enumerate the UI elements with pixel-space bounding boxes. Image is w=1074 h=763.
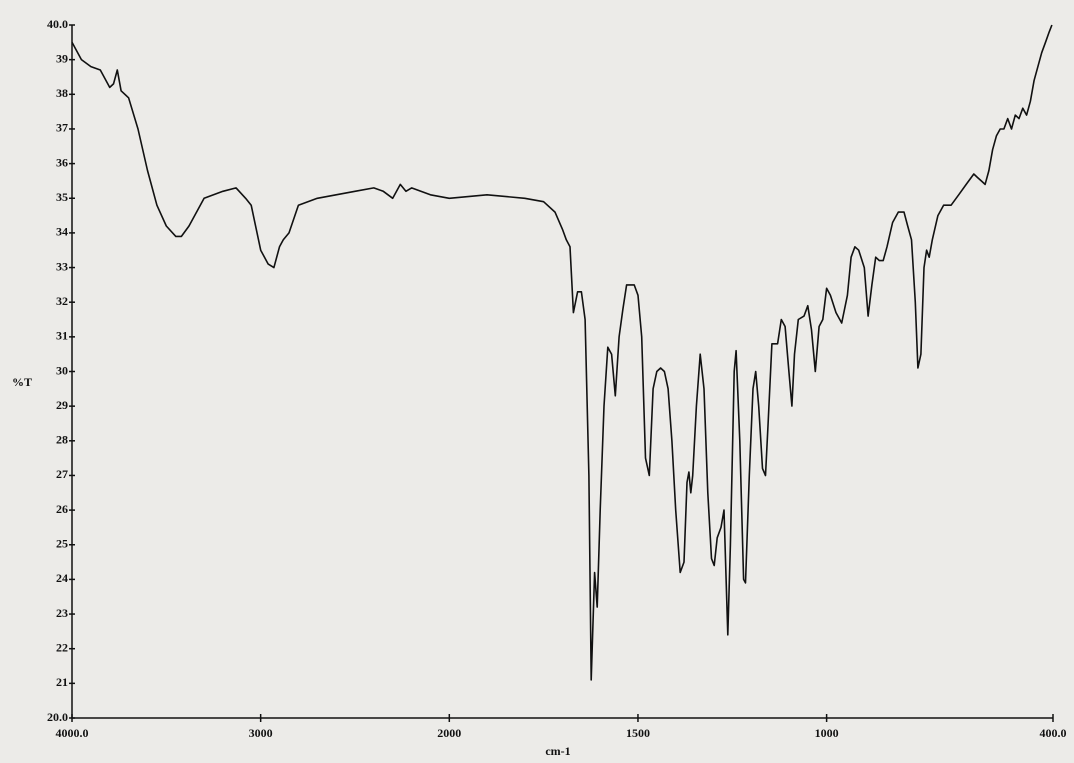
x-tick-label: 3000	[249, 726, 273, 740]
y-tick-label: 22	[56, 640, 68, 654]
y-tick-label: 38	[56, 86, 68, 100]
y-axis-label: %T	[12, 375, 32, 389]
y-tick-label: 24	[56, 571, 68, 585]
y-tick-label: 26	[56, 502, 68, 516]
y-tick-label: 25	[56, 537, 68, 551]
y-tick-label: 35	[56, 190, 68, 204]
y-tick-label: 29	[56, 398, 68, 412]
x-axis-label: cm-1	[545, 744, 570, 758]
x-tick-label: 4000.0	[56, 726, 89, 740]
y-tick-label: 32	[56, 294, 68, 308]
x-tick-label: 1000	[815, 726, 839, 740]
y-tick-label: 30	[56, 363, 68, 377]
y-tick-label: 23	[56, 606, 68, 620]
y-tick-label: 39	[56, 51, 68, 65]
y-tick-label: 28	[56, 433, 68, 447]
x-tick-label: 2000	[437, 726, 461, 740]
spectrum-line	[71, 24, 1053, 681]
y-tick-label: 33	[56, 259, 68, 273]
y-tick-label: 20.0	[47, 710, 68, 724]
y-tick-label: 36	[56, 155, 68, 169]
y-tick-label: 34	[56, 225, 68, 239]
y-tick-label: 21	[56, 675, 68, 689]
y-tick-label: 27	[56, 467, 68, 481]
x-tick-label: 400.0	[1040, 726, 1067, 740]
y-tick-label: 37	[56, 121, 68, 135]
y-tick-label: 40.0	[47, 17, 68, 31]
y-tick-label: 31	[56, 329, 68, 343]
x-tick-label: 1500	[626, 726, 650, 740]
